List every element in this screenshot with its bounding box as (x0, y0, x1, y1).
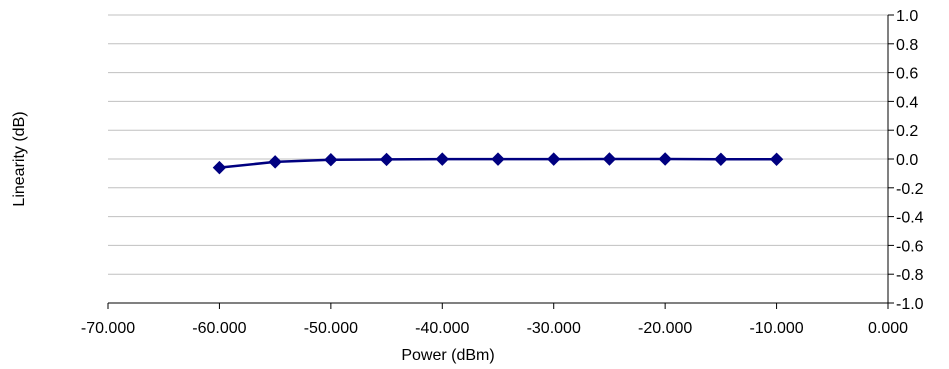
y-tick-label: -0.8 (896, 267, 924, 284)
x-tick-label: -60.000 (192, 320, 246, 337)
x-axis-title: Power (dBm) (401, 347, 494, 364)
data-point-diamond (491, 152, 505, 166)
y-tick-label: 0.6 (896, 66, 918, 83)
data-point-diamond (212, 160, 227, 175)
x-tick-label: -70.000 (81, 320, 135, 337)
x-tick-label: -40.000 (415, 320, 469, 337)
y-tick-label: 0.0 (896, 152, 918, 169)
y-tick-label: -0.6 (896, 238, 924, 255)
data-point-diamond (714, 152, 728, 166)
data-point-diamond (547, 152, 561, 166)
y-tick-label: -0.2 (896, 181, 924, 198)
x-tick-label: -10.000 (749, 320, 803, 337)
y-tick-label: -0.4 (896, 210, 924, 227)
x-axis-ticks: -70.000 -60.000 -50.000 -40.000 -30.000 -20.0… (81, 303, 908, 337)
data-point-diamond (379, 152, 394, 167)
data-point-diamond (324, 153, 338, 167)
y-tick-label: 0.2 (896, 123, 918, 140)
data-point-diamond (268, 155, 282, 169)
x-tick-label: -30.000 (527, 320, 581, 337)
data-point-diamond (658, 152, 672, 166)
y-tick-label: 0.8 (896, 37, 918, 54)
y-tick-label: 1.0 (896, 8, 918, 25)
data-point-diamond (602, 152, 617, 166)
grid-lines (108, 14, 888, 275)
y-tick-label: 0.4 (896, 94, 918, 111)
series-linearity (212, 152, 784, 175)
x-tick-label: 0.000 (868, 320, 908, 337)
x-tick-label: -20.000 (638, 320, 692, 337)
data-point-diamond (435, 152, 449, 166)
x-tick-label: -50.000 (304, 320, 358, 337)
y-tick-label: -1.0 (896, 296, 924, 313)
y-axis-title: Linearity (dB) (11, 111, 28, 206)
y-axis-ticks: -1.0 -0.8 -0.6 -0.4 -0.2 0.0 0.2 0.4 0.6 0.8 1.0 (888, 8, 924, 313)
data-point-diamond (769, 152, 784, 166)
